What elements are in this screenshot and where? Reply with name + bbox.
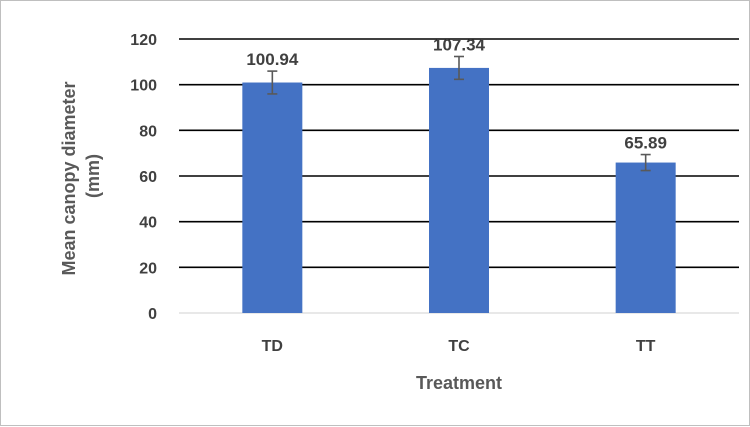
y-tick-label: 0	[148, 306, 157, 323]
y-tick-label: 60	[139, 169, 157, 186]
x-tick-labels: TD TC TT	[262, 338, 656, 355]
y-tick-label: 80	[139, 123, 157, 140]
y-tick-label: 100	[130, 78, 157, 95]
data-label: 65.89	[624, 134, 667, 153]
y-axis-title-line-1: Mean canopy diameter	[59, 81, 79, 275]
x-axis-title: Treatment	[416, 373, 502, 393]
y-tick-labels: 0 20 40 60 80 100 120	[130, 32, 157, 323]
data-labels: 100.94 107.34 65.89	[246, 35, 667, 152]
x-tick-label: TC	[448, 338, 470, 355]
bar	[429, 67, 489, 313]
y-tick-label: 40	[139, 215, 157, 232]
y-tick-label: 120	[130, 32, 157, 49]
data-label: 107.34	[433, 35, 486, 54]
x-tick-label: TT	[636, 338, 656, 355]
x-tick-label: TD	[262, 338, 283, 355]
error-bars	[267, 55, 651, 172]
bar	[615, 162, 676, 313]
y-axis-title-line-2: (mm)	[83, 154, 103, 198]
data-label: 100.94	[246, 50, 299, 69]
y-tick-label: 20	[139, 260, 157, 277]
bar	[242, 82, 303, 314]
bars	[242, 67, 676, 314]
y-axis-title: Mean canopy diameter (mm)	[59, 76, 103, 275]
